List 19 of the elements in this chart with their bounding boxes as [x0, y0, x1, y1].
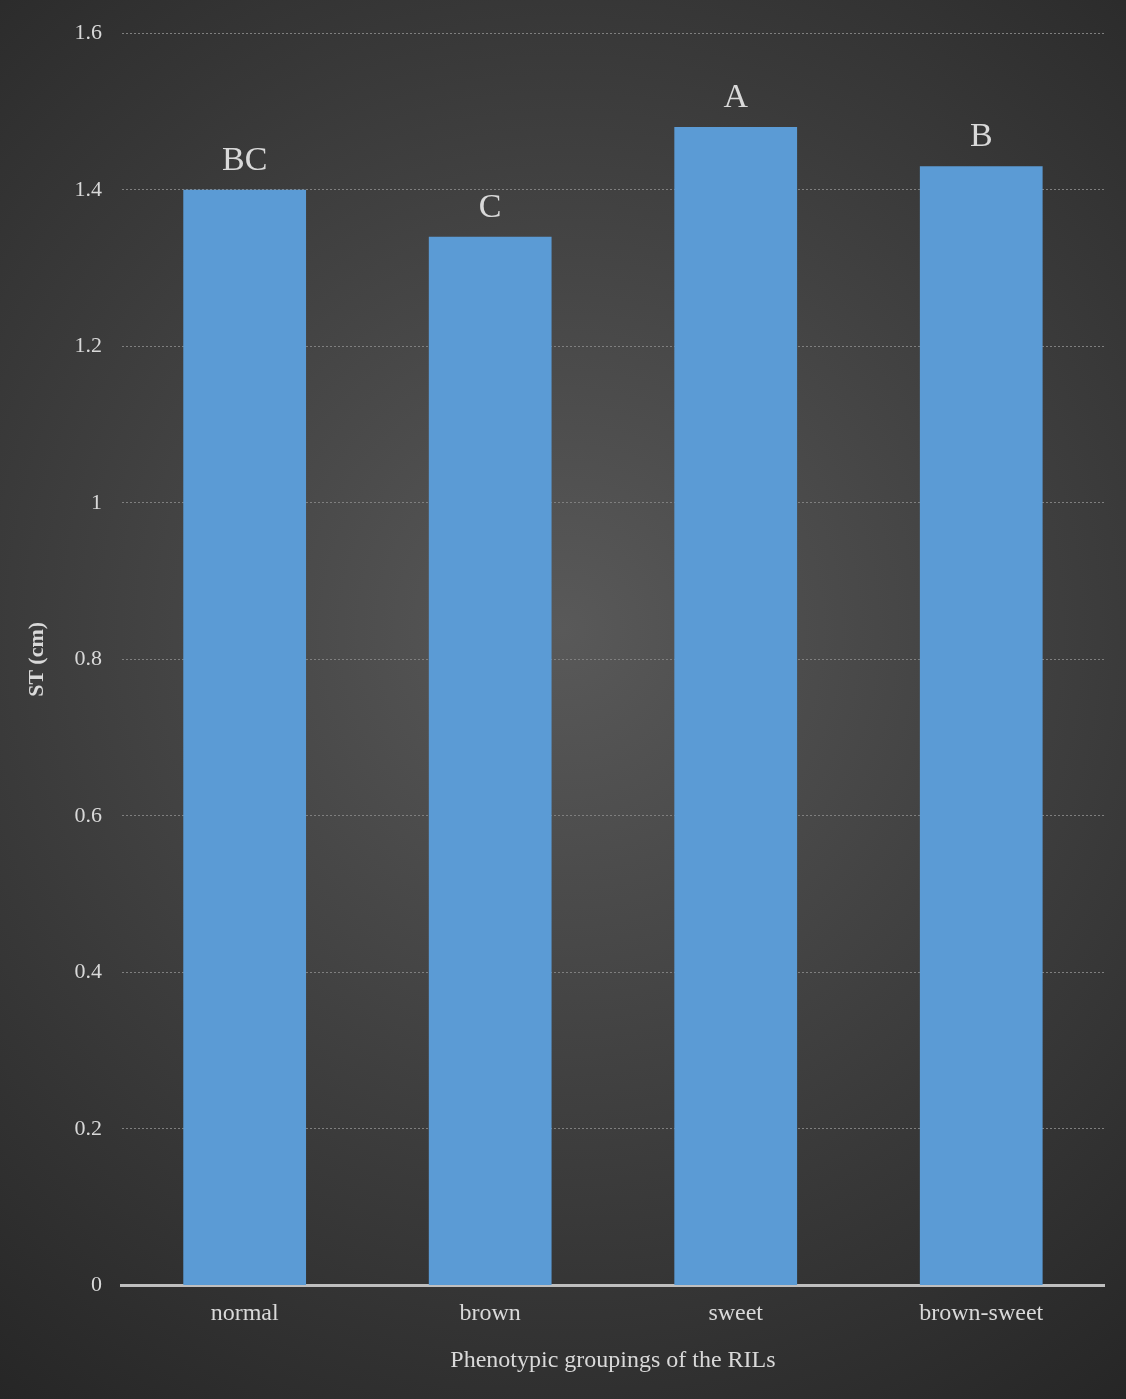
- x-tick-label: brown: [459, 1299, 521, 1326]
- y-tick-label: 0.4: [74, 958, 102, 984]
- annotation: B: [969, 116, 993, 154]
- y-tick-label: 0: [90, 1271, 102, 1297]
- y-axis-title: ST (cm): [22, 621, 48, 697]
- y-tick-label: 0.8: [74, 645, 102, 671]
- x-tick-label: sweet: [708, 1299, 764, 1326]
- annotation: BC: [221, 139, 268, 177]
- annotation: A: [723, 77, 749, 115]
- x-tick-label: brown-sweet: [919, 1299, 1044, 1326]
- y-tick-label: 1.4: [74, 175, 102, 201]
- x-tick-label: normal: [210, 1299, 279, 1326]
- y-tick-label: 1: [90, 488, 102, 514]
- y-tick-label: 1.6: [74, 18, 102, 44]
- x-axis-title: Phenotypic groupings of the RILs: [450, 1345, 776, 1372]
- annotation: C: [478, 186, 502, 224]
- y-tick-label: 0.2: [74, 1114, 102, 1140]
- y-tick-label: 1.2: [74, 332, 102, 358]
- y-tick-label: 0.6: [74, 801, 102, 827]
